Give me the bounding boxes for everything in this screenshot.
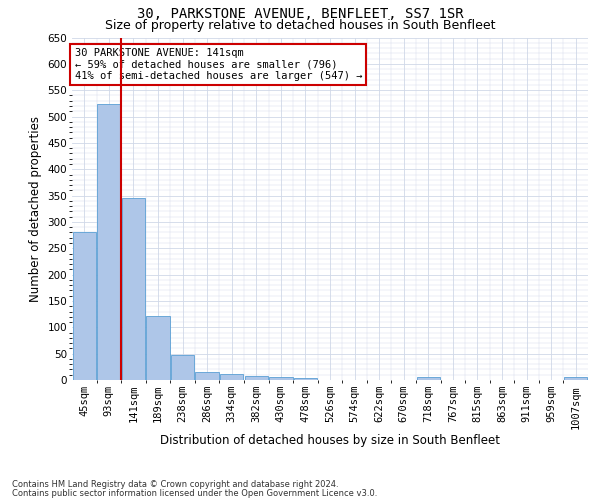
Text: Contains HM Land Registry data © Crown copyright and database right 2024.: Contains HM Land Registry data © Crown c…: [12, 480, 338, 489]
Bar: [146, 316, 170, 380]
Text: Size of property relative to detached houses in South Benfleet: Size of property relative to detached ho…: [105, 19, 495, 32]
Bar: [245, 376, 268, 380]
Text: 30 PARKSTONE AVENUE: 141sqm
← 59% of detached houses are smaller (796)
41% of se: 30 PARKSTONE AVENUE: 141sqm ← 59% of det…: [74, 48, 362, 81]
Text: 30, PARKSTONE AVENUE, BENFLEET, SS7 1SR: 30, PARKSTONE AVENUE, BENFLEET, SS7 1SR: [137, 8, 463, 22]
Bar: [122, 198, 145, 380]
Bar: [564, 378, 587, 380]
Bar: [97, 104, 121, 380]
Bar: [294, 378, 317, 380]
Bar: [73, 232, 96, 380]
Bar: [416, 378, 440, 380]
Y-axis label: Number of detached properties: Number of detached properties: [29, 116, 42, 302]
Bar: [269, 378, 293, 380]
Text: Contains public sector information licensed under the Open Government Licence v3: Contains public sector information licen…: [12, 489, 377, 498]
Bar: [196, 372, 219, 380]
Bar: [220, 374, 244, 380]
Bar: [171, 354, 194, 380]
X-axis label: Distribution of detached houses by size in South Benfleet: Distribution of detached houses by size …: [160, 434, 500, 447]
